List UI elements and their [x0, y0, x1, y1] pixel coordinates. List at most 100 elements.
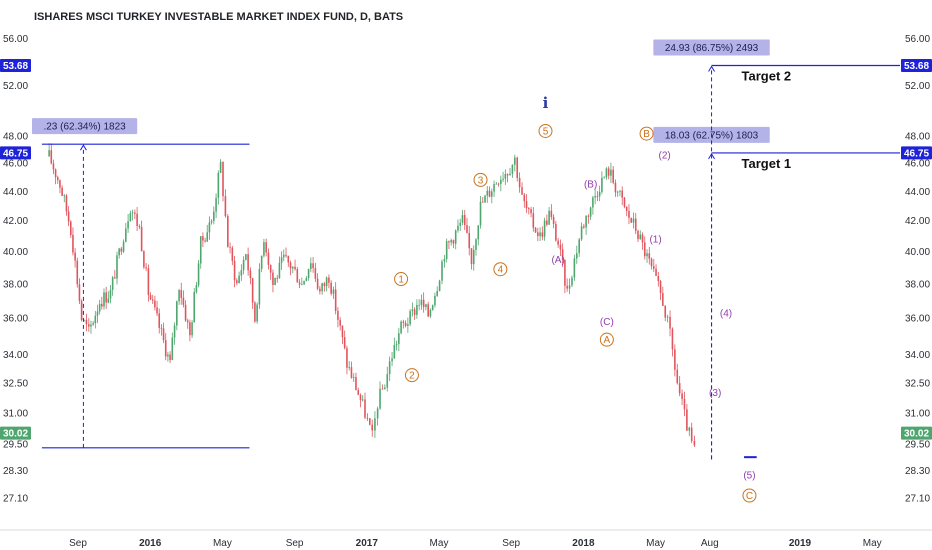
- target-label: Target 2: [742, 68, 792, 83]
- candle: [384, 384, 386, 390]
- candle: [105, 286, 107, 309]
- candle: [450, 238, 452, 246]
- candle: [427, 301, 429, 318]
- candle: [334, 282, 337, 315]
- candle: [641, 232, 644, 250]
- candle-body: [683, 399, 686, 410]
- candle-body: [541, 232, 544, 237]
- candle: [470, 248, 473, 270]
- candle-body: [596, 196, 599, 197]
- candle: [120, 246, 123, 255]
- candle-body: [589, 207, 592, 217]
- candle-body: [337, 310, 339, 320]
- candle-body: [484, 195, 486, 203]
- candle-body: [516, 157, 519, 178]
- candle-body: [359, 394, 362, 401]
- candle-body: [114, 277, 116, 279]
- candle-body: [674, 349, 676, 370]
- candle: [532, 207, 535, 232]
- candle: [242, 256, 245, 275]
- candle: [621, 186, 624, 206]
- candle-body: [180, 290, 183, 298]
- candle: [445, 238, 448, 263]
- candle: [495, 181, 498, 185]
- candle-body: [238, 275, 240, 284]
- candle: [274, 277, 276, 286]
- candle: [443, 254, 446, 268]
- candle: [314, 262, 317, 282]
- candle-body: [69, 221, 72, 235]
- candle-body: [219, 161, 222, 173]
- candle: [566, 278, 568, 292]
- candle-body: [379, 388, 381, 409]
- candle: [539, 227, 541, 241]
- candle-body: [321, 283, 323, 292]
- candle: [263, 238, 265, 258]
- candle: [686, 403, 688, 432]
- candle-body: [641, 234, 644, 243]
- candle-body: [294, 266, 296, 270]
- candle: [72, 227, 74, 256]
- candle-body: [182, 297, 185, 305]
- candle-body: [552, 217, 555, 224]
- candle: [657, 271, 660, 287]
- candle-body: [630, 217, 633, 223]
- y-tick-left: 36.00: [3, 314, 28, 325]
- candle-body: [548, 210, 550, 225]
- candle: [111, 275, 114, 296]
- candle-body: [74, 252, 76, 261]
- candle-body: [193, 292, 196, 323]
- measurement-text: .23 (62.34%) 1823: [43, 122, 126, 133]
- candle: [525, 194, 528, 213]
- candle-body: [260, 255, 263, 270]
- candle: [233, 256, 236, 288]
- candle: [575, 245, 578, 264]
- candle: [518, 172, 521, 193]
- candle-body: [217, 172, 220, 198]
- candle: [94, 310, 97, 329]
- candle: [639, 230, 642, 240]
- candle-body: [85, 319, 88, 325]
- candle: [213, 206, 215, 225]
- candle-body: [655, 268, 657, 276]
- candle-body: [409, 311, 411, 325]
- candle: [193, 288, 196, 323]
- candle-body: [459, 222, 462, 226]
- candle: [90, 320, 92, 334]
- candle: [388, 356, 391, 381]
- candle-body: [534, 227, 537, 233]
- candle-body: [334, 289, 337, 311]
- candle-body: [111, 277, 114, 290]
- candle: [461, 210, 464, 226]
- candle-body: [83, 319, 85, 321]
- candle-body: [376, 408, 379, 419]
- candle-body: [546, 220, 548, 225]
- candle-body: [231, 247, 234, 262]
- candle-body: [151, 299, 154, 301]
- x-tick: May: [646, 538, 665, 549]
- price-tag-left-text: 46.75: [3, 148, 28, 159]
- candle: [169, 351, 171, 364]
- candle: [596, 191, 599, 202]
- candle: [402, 319, 405, 329]
- candle: [678, 376, 681, 397]
- candle-body: [61, 187, 63, 196]
- candle-body: [578, 239, 580, 254]
- candle: [125, 222, 127, 243]
- candle-body: [72, 234, 74, 253]
- candle: [583, 223, 585, 229]
- candle: [568, 278, 571, 294]
- candle: [138, 224, 141, 230]
- candle: [628, 204, 630, 225]
- candle-body: [525, 201, 528, 209]
- candle: [530, 206, 532, 218]
- wave-label: (4): [720, 308, 732, 319]
- wave-label-text: 4: [498, 265, 504, 276]
- y-tick-left: 42.00: [3, 216, 28, 227]
- price-tag-right-text: 46.75: [904, 148, 929, 159]
- candle-body: [129, 213, 132, 222]
- candle: [176, 300, 178, 331]
- candle-body: [381, 388, 384, 390]
